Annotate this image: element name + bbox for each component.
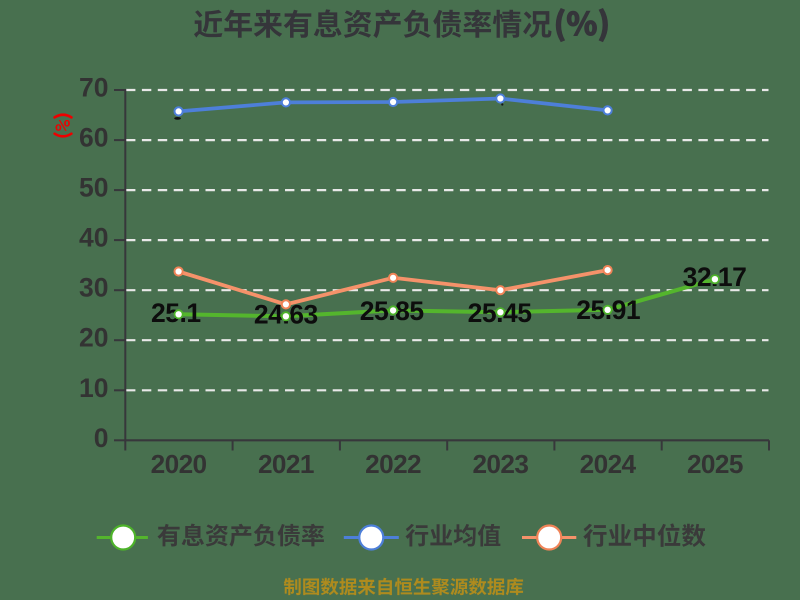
svg-text:2024: 2024 <box>580 449 637 479</box>
svg-text:40: 40 <box>79 223 108 253</box>
svg-text:30: 30 <box>79 273 108 303</box>
svg-text:10: 10 <box>79 373 108 403</box>
svg-text:60: 60 <box>79 123 108 153</box>
svg-text:2022: 2022 <box>365 449 421 479</box>
svg-text:0: 0 <box>94 423 109 453</box>
svg-text:2021: 2021 <box>258 449 314 479</box>
svg-text:20: 20 <box>79 323 108 353</box>
svg-text:50: 50 <box>79 173 108 203</box>
svg-text:2020: 2020 <box>151 449 207 479</box>
svg-text:2023: 2023 <box>472 449 528 479</box>
svg-text:70: 70 <box>79 73 108 103</box>
svg-text:2025: 2025 <box>687 449 743 479</box>
